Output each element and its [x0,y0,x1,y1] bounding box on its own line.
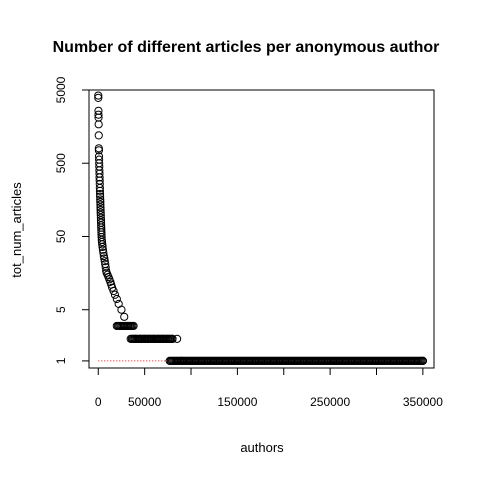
y-tick-label: 1 [54,357,68,364]
data-points [94,91,427,366]
x-tick-label: 250000 [310,395,350,409]
data-point [94,131,103,140]
data-point [101,263,110,272]
x-axis: 0 50000 150000 250000 350000 [95,367,443,409]
data-point [96,203,105,212]
data-point [94,91,103,100]
data-point [120,312,129,321]
data-point [100,257,109,266]
data-point [168,334,177,343]
data-point [98,240,107,249]
x-tick-label: 150000 [217,395,257,409]
y-axis-label: tot_num_articles [9,182,24,278]
data-point [96,205,105,215]
data-point [99,248,108,257]
data-point [110,290,120,299]
data-point [95,183,104,193]
data-point [112,294,121,304]
data-point [129,321,138,331]
data-point [94,120,103,129]
data-point [96,197,105,207]
data-point [95,173,104,182]
data-point [109,286,118,296]
x-tick-label: 50000 [128,395,162,409]
data-point [100,254,109,263]
x-tick-label: 350000 [403,395,443,409]
data-point [95,186,105,195]
data-point [98,242,107,252]
y-tick-label: 5000 [54,76,68,103]
data-point [95,189,105,199]
data-point [94,93,103,103]
data-point [96,195,105,204]
data-point [94,110,103,119]
chart-title: Number of different articles per anonymo… [53,39,440,56]
y-tick-label: 5 [54,306,68,313]
data-point [117,305,126,314]
data-point [96,200,105,209]
y-tick-label: 500 [54,153,68,173]
y-axis: 1 5 50 500 5000 [54,76,90,364]
data-point [98,245,108,254]
data-point [94,146,104,155]
plot-frame [88,89,435,369]
x-tick-label: 0 [95,395,102,409]
data-point [96,208,105,217]
data-point [96,192,105,201]
x-axis-label: authors [240,440,284,455]
y-tick-label: 50 [54,229,68,243]
data-point [418,356,427,366]
